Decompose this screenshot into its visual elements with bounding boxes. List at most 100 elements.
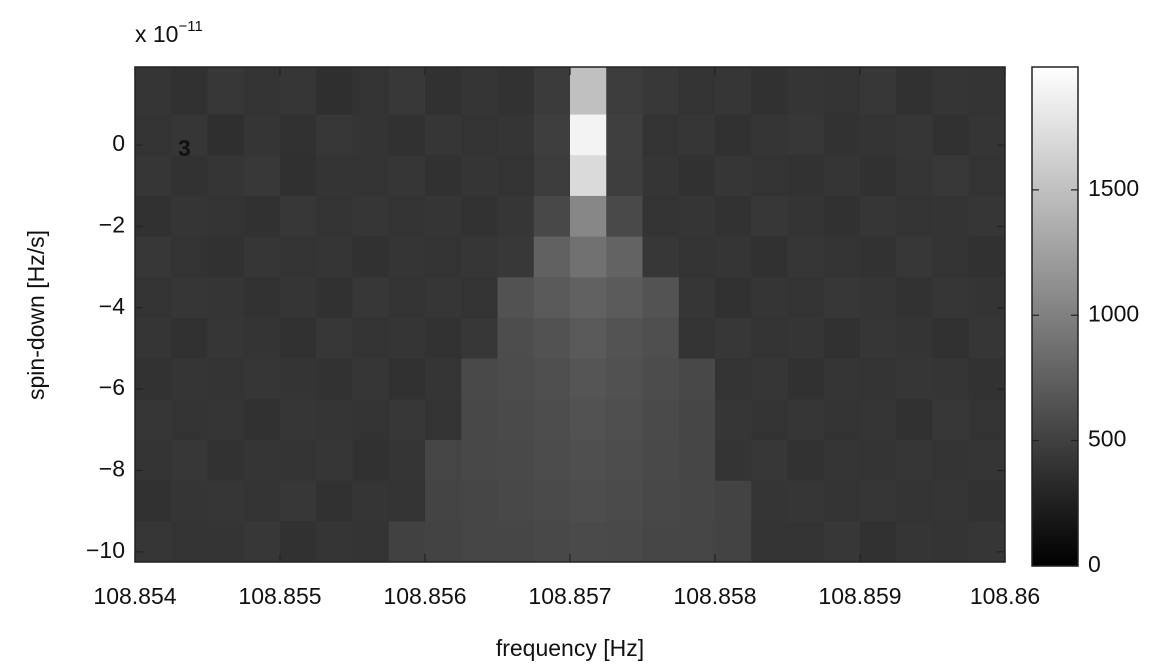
heatmap-cell xyxy=(171,318,208,359)
heatmap-cell xyxy=(280,115,317,156)
heatmap-cell xyxy=(643,318,680,359)
heatmap-cell xyxy=(969,318,1006,359)
heatmap-cell xyxy=(788,237,825,278)
heatmap-cell xyxy=(534,440,571,481)
heatmap-cell xyxy=(643,67,680,115)
heatmap-cell xyxy=(135,318,172,359)
heatmap-cell xyxy=(353,237,390,278)
heatmap-cell xyxy=(570,237,607,278)
heatmap-cell xyxy=(425,521,462,562)
heatmap-cell xyxy=(643,155,680,196)
heatmap-cell xyxy=(316,481,353,522)
heatmap-cell xyxy=(715,399,752,440)
heatmap-cell xyxy=(933,155,970,196)
heatmap-cell xyxy=(933,318,970,359)
heatmap-cell xyxy=(425,318,462,359)
heatmap-cell xyxy=(425,155,462,196)
heatmap-cell xyxy=(751,67,788,115)
heatmap-cell xyxy=(643,237,680,278)
y-multiplier: x 10−11 xyxy=(135,18,203,47)
heatmap-cell xyxy=(389,399,426,440)
heatmap-cell xyxy=(135,359,172,400)
heatmap-cell xyxy=(208,318,245,359)
heatmap-cell xyxy=(933,115,970,156)
heatmap-cell xyxy=(751,237,788,278)
heatmap-cell xyxy=(135,481,172,522)
heatmap-cell xyxy=(425,359,462,400)
heatmap-cell xyxy=(606,440,643,481)
heatmap-cell xyxy=(534,277,571,318)
heatmap-cell xyxy=(933,196,970,237)
heatmap-cell xyxy=(171,196,208,237)
heatmap-cell xyxy=(280,359,317,400)
heatmap-cell xyxy=(896,399,933,440)
heatmap-cell xyxy=(461,481,498,522)
heatmap-cell xyxy=(860,155,897,196)
heatmap-cell xyxy=(715,521,752,562)
heatmap-cell xyxy=(570,440,607,481)
heatmap-cell xyxy=(824,196,861,237)
heatmap-cell xyxy=(606,67,643,115)
heatmap-cell xyxy=(208,440,245,481)
chart: x 10−11 frequency [Hz] spin-down [Hz/s] … xyxy=(0,0,1173,666)
heatmap-cell xyxy=(788,277,825,318)
colorbar-tick-label: 1500 xyxy=(1088,175,1139,201)
heatmap-cell xyxy=(570,155,607,196)
heatmap-cell xyxy=(534,115,571,156)
heatmap-cell xyxy=(316,115,353,156)
heatmap-cell xyxy=(498,440,535,481)
heatmap-cell xyxy=(461,440,498,481)
heatmap-cell xyxy=(389,67,426,115)
heatmap-cell xyxy=(570,67,607,115)
heatmap-cell xyxy=(788,318,825,359)
heatmap-cell xyxy=(389,196,426,237)
heatmap-cell xyxy=(643,481,680,522)
heatmap-cell xyxy=(788,521,825,562)
heatmap-cell xyxy=(679,115,716,156)
heatmap-cell xyxy=(679,67,716,115)
heatmap-cell xyxy=(824,318,861,359)
heatmap-cell xyxy=(244,399,281,440)
y-multiplier-exponent: −11 xyxy=(178,18,202,35)
heatmap-cell xyxy=(534,67,571,115)
heatmap-cell xyxy=(933,277,970,318)
heatmap-cell xyxy=(969,115,1006,156)
heatmap-cell xyxy=(461,237,498,278)
heatmap-cell xyxy=(389,481,426,522)
heatmap-cell xyxy=(969,359,1006,400)
heatmap-cell xyxy=(534,196,571,237)
heatmap-cell xyxy=(534,237,571,278)
y-tick-label: −10 xyxy=(86,537,125,563)
heatmap-cell xyxy=(751,196,788,237)
heatmap-cell xyxy=(715,155,752,196)
colorbar-tick-label: 1000 xyxy=(1088,300,1139,326)
heatmap-cell xyxy=(788,196,825,237)
heatmap-cell xyxy=(896,237,933,278)
heatmap-cell xyxy=(425,196,462,237)
heatmap-cell xyxy=(244,521,281,562)
heatmap-cell xyxy=(788,155,825,196)
heatmap-cell xyxy=(860,237,897,278)
heatmap-cell xyxy=(389,318,426,359)
heatmap-cell xyxy=(969,440,1006,481)
heatmap-cell xyxy=(208,521,245,562)
x-tick-label: 108.858 xyxy=(673,583,756,609)
heatmap-cell xyxy=(534,481,571,522)
heatmap-cell xyxy=(606,237,643,278)
heatmap-cell xyxy=(135,67,172,115)
heatmap-cell xyxy=(316,399,353,440)
heatmap-cell xyxy=(896,521,933,562)
heatmap-cell xyxy=(679,440,716,481)
heatmap-cell xyxy=(353,440,390,481)
heatmap-cell xyxy=(208,115,245,156)
heatmap-cell xyxy=(606,359,643,400)
heatmap-cell xyxy=(824,155,861,196)
heatmap-cell xyxy=(353,481,390,522)
heatmap-cell xyxy=(534,155,571,196)
heatmap-cell xyxy=(570,115,607,156)
heatmap-cell xyxy=(461,359,498,400)
heatmap-cell xyxy=(280,481,317,522)
x-tick-label: 108.86 xyxy=(970,583,1040,609)
heatmap-cell xyxy=(896,440,933,481)
heatmap xyxy=(135,67,1006,563)
